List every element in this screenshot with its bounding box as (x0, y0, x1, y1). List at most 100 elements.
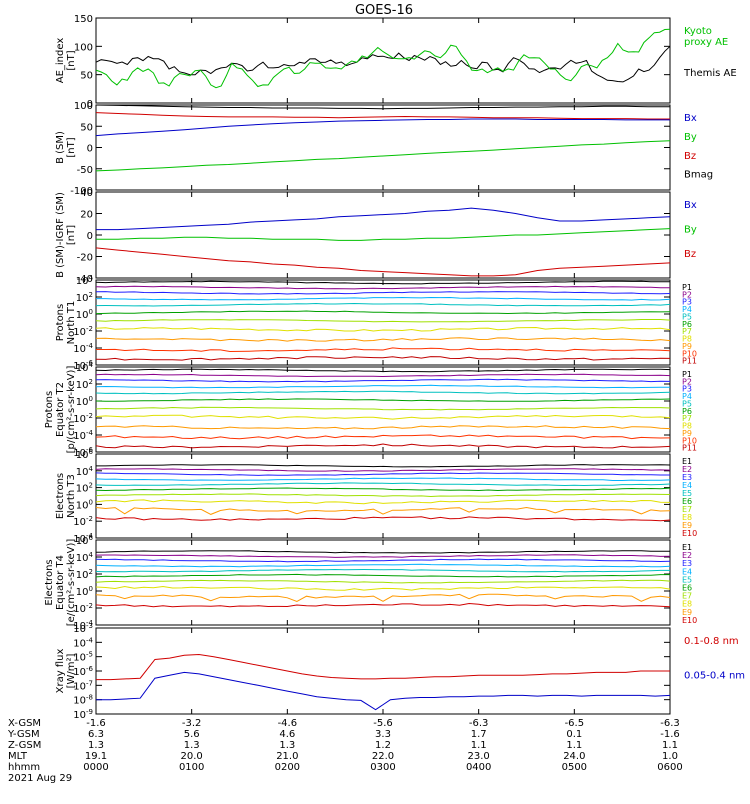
y-tick-label: 10-8 (73, 694, 93, 707)
x-axis-value: 0500 (562, 762, 587, 773)
x-axis-value: 0600 (657, 762, 682, 773)
y-tick-label: 50 (80, 71, 93, 82)
x-axis-value: 24.0 (563, 751, 585, 762)
y-tick-label: 100 (74, 42, 93, 53)
y-axis-label: Xray flux[W/m²] (55, 649, 77, 694)
y-tick-label: 10-6 (73, 446, 93, 459)
legend-p9: P9 (682, 429, 692, 438)
y-tick-label: 10-2 (73, 515, 93, 528)
y-tick-label: 10-2 (73, 412, 93, 425)
channel-line-e7 (95, 493, 671, 498)
y-tick-label: -100 (70, 186, 93, 197)
x-axis-row-label: MLT (8, 751, 28, 762)
y-tick-label: 104 (76, 274, 94, 287)
y-axis-label: ElectronsEquator T4[e/(cm²-s-sr-keV)] (44, 539, 77, 627)
channel-line-p4 (95, 384, 671, 389)
panel-protons-north: 104 102 100 10-2 10-4 10-6 ProtonsNorth T1 P1P2… (55, 274, 697, 372)
x-axis-row-label: hhmm (8, 762, 40, 773)
x-axis-value: 1.3 (88, 740, 104, 751)
x-axis-row-label: Y-GSM (7, 729, 40, 740)
x-axis-value: -6.5 (565, 718, 585, 729)
y-tick-label: 40 (80, 188, 93, 199)
legend-e8: E8 (682, 600, 692, 609)
y-axis-label: ElectronsNorth T3 (55, 473, 77, 519)
channel-line-p6 (95, 310, 671, 315)
legend-p7: P7 (682, 414, 692, 423)
legend-p10: P10 (682, 436, 697, 445)
x-axis-value: 1.3 (184, 740, 200, 751)
channel-line-p3 (95, 378, 671, 383)
y-tick-label: 10-4 (73, 619, 93, 632)
x-axis-value: 4.6 (279, 729, 295, 740)
legend-p6: P6 (682, 320, 692, 329)
legend-entry: Bx (684, 113, 697, 124)
y-tick-label: 20 (80, 210, 93, 221)
x-axis-value: 19.1 (85, 751, 107, 762)
legend-e8: E8 (682, 513, 692, 522)
legend-e1: E1 (682, 543, 692, 552)
series-line-by (95, 140, 671, 172)
series-line-0-05-0-4-nm (96, 671, 671, 711)
channel-line-p8 (95, 326, 671, 332)
legend-p11: P11 (682, 444, 697, 453)
y-tick-label: 10-9 (73, 708, 93, 721)
legend-e9: E9 (682, 521, 692, 530)
y-tick-label: 106 (76, 534, 94, 547)
y-tick-label: 10-2 (73, 325, 93, 338)
legend-e10: E10 (682, 616, 697, 625)
legend-e1: E1 (682, 457, 692, 466)
legend-entry: Bx (684, 200, 697, 211)
channel-line-e2 (95, 554, 671, 558)
legend-e4: E4 (682, 481, 692, 490)
legend-p8: P8 (682, 422, 692, 431)
legend-p3: P3 (682, 385, 692, 394)
series-line-bz (95, 247, 671, 277)
legend-e2: E2 (682, 551, 692, 560)
channel-line-p2 (95, 373, 671, 378)
channel-line-e9 (95, 593, 671, 603)
legend-e6: E6 (682, 497, 692, 506)
legend-entry: Bmag (684, 170, 713, 181)
x-axis-value: 0400 (466, 762, 491, 773)
channel-line-p10 (96, 347, 671, 353)
legend-e6: E6 (682, 584, 692, 593)
x-axis-value: 0200 (275, 762, 300, 773)
y-tick-label: -50 (77, 165, 93, 176)
legend-e5: E5 (682, 575, 692, 584)
panel-bigrf: 40 20 0 -20 -40B (SM)-IGRF (SM)[nT] Bx By Bz (55, 188, 697, 285)
y-tick-label: 100 (76, 395, 93, 408)
y-tick-label: 106 (76, 448, 94, 461)
y-tick-label: 10-4 (73, 532, 93, 545)
x-axis-value: -4.6 (278, 718, 298, 729)
y-tick-label: 10-2 (73, 602, 93, 615)
channel-line-e6 (95, 487, 671, 492)
x-axis-value: -1.6 (86, 718, 106, 729)
y-tick-label: 102 (76, 378, 93, 391)
x-axis-value: -3.2 (182, 718, 202, 729)
legend-entry: 0.1-0.8 nm (684, 636, 739, 647)
legend-p11: P11 (682, 357, 697, 366)
y-tick-label: 0 (87, 99, 93, 110)
legend-entry: By (684, 132, 697, 143)
legend-e7: E7 (682, 505, 692, 514)
channel-line-p11 (95, 356, 671, 361)
legend-p2: P2 (682, 377, 692, 386)
channel-line-e8 (95, 499, 671, 505)
legend-e4: E4 (682, 567, 692, 576)
channel-line-e3 (95, 558, 671, 563)
legend-p7: P7 (682, 327, 692, 336)
panel-ae: 150 100 50 0 AE_index[nT] Kyoto proxy AE Themis… (55, 14, 737, 110)
y-tick-label: 100 (76, 585, 93, 598)
series-line-bmag (95, 104, 670, 110)
channel-line-e3 (95, 472, 670, 476)
x-axis-value: 21.0 (276, 751, 298, 762)
channel-line-e6 (95, 573, 670, 578)
y-tick-label: 104 (76, 551, 94, 564)
channel-line-e2 (95, 468, 671, 472)
legend-p2: P2 (682, 290, 692, 299)
y-tick-label: 102 (76, 291, 93, 304)
channel-line-p5 (95, 302, 671, 307)
legend-e7: E7 (682, 592, 692, 601)
